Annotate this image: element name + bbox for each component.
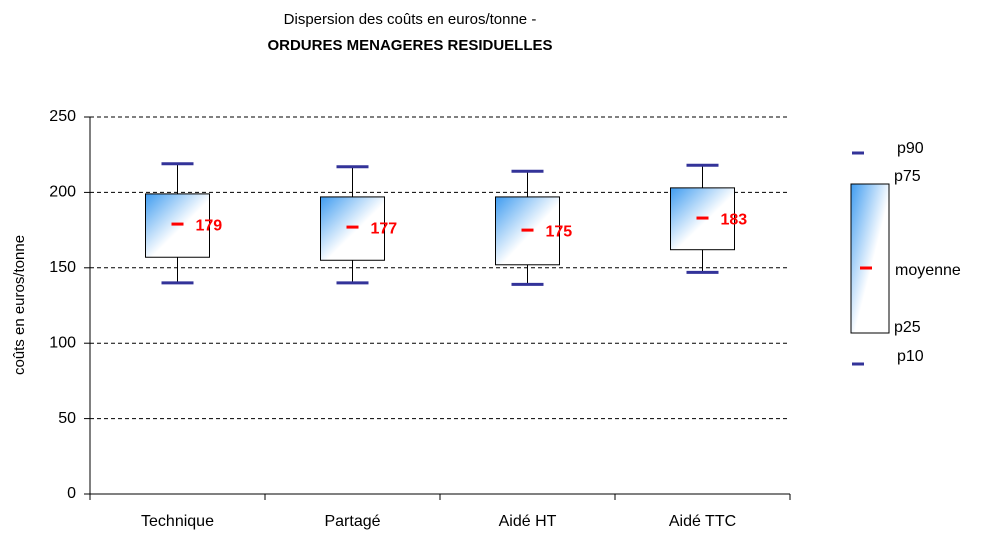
legend-label: p75 bbox=[894, 168, 921, 185]
y-tick-label: 150 bbox=[49, 259, 76, 276]
mean-label: 175 bbox=[546, 223, 573, 240]
box bbox=[320, 196, 385, 261]
x-tick-label: Aidé HT bbox=[499, 513, 557, 530]
mean-label: 183 bbox=[721, 211, 748, 228]
legend-label: p10 bbox=[897, 348, 924, 365]
legend-label: p90 bbox=[897, 140, 924, 157]
x-tick-label: Technique bbox=[141, 513, 214, 530]
y-tick-label: 100 bbox=[49, 334, 76, 351]
y-tick-label: 200 bbox=[49, 184, 76, 201]
y-tick-label: 250 bbox=[49, 108, 76, 125]
mean-label: 179 bbox=[196, 217, 223, 234]
chart-subtitle: ORDURES MENAGERES RESIDUELLES bbox=[267, 37, 552, 54]
y-tick-label: 50 bbox=[58, 410, 76, 427]
x-tick-label: Aidé TTC bbox=[669, 513, 736, 530]
chart-title: Dispersion des coûts en euros/tonne - bbox=[284, 11, 537, 28]
mean-label: 177 bbox=[371, 220, 398, 237]
legend-label: p25 bbox=[894, 319, 921, 336]
legend-label: moyenne bbox=[895, 262, 961, 279]
x-tick-label: Partagé bbox=[324, 513, 380, 530]
box bbox=[145, 193, 210, 258]
y-tick-label: 0 bbox=[67, 485, 76, 502]
legend-box bbox=[850, 183, 890, 334]
y-axis-title: coûts en euros/tonne bbox=[11, 235, 28, 375]
